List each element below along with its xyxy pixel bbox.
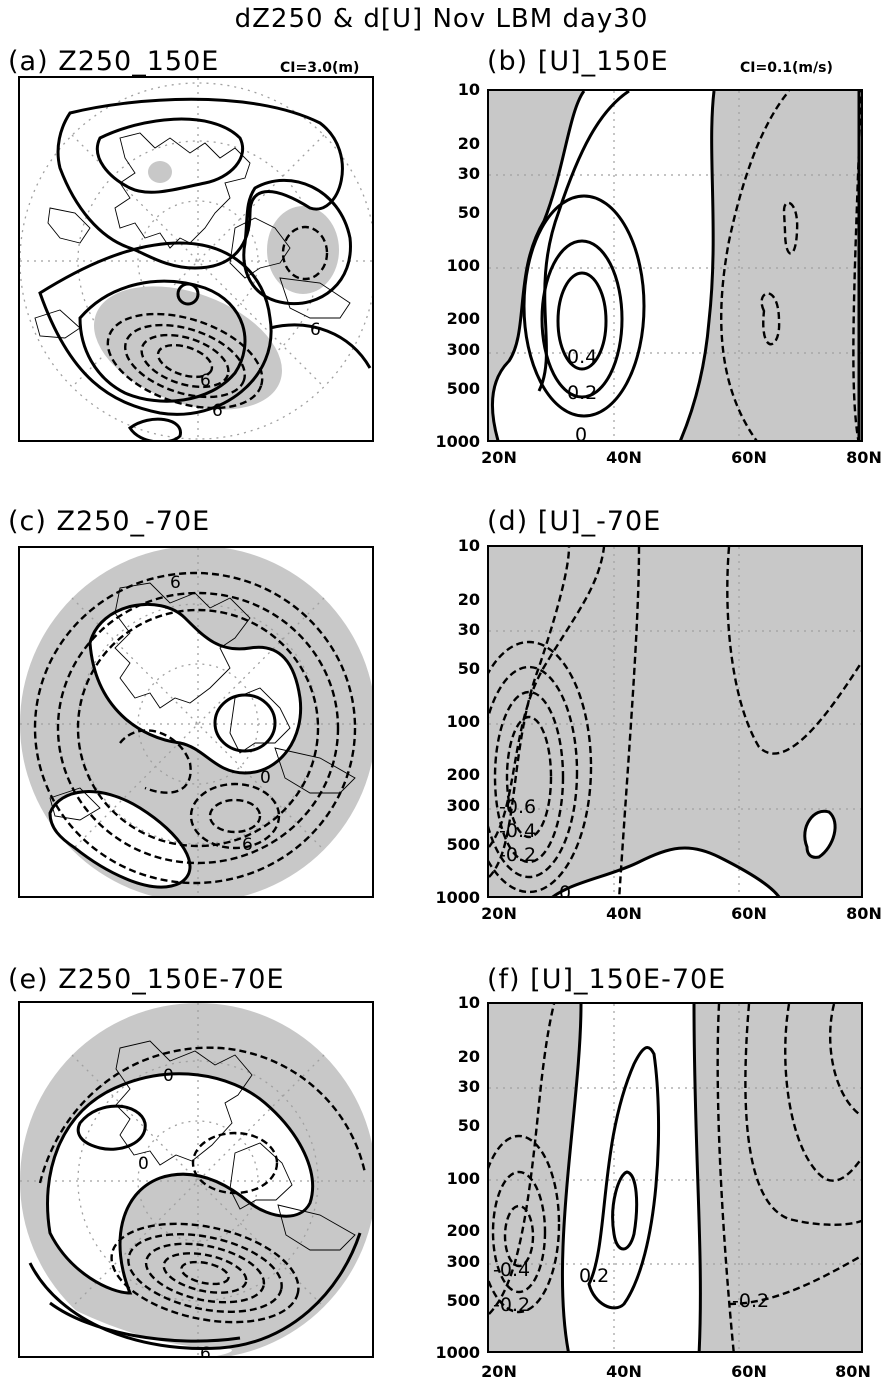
x-tick: 80N — [846, 904, 882, 923]
contour-label: 0 — [163, 1066, 174, 1086]
solid-contours — [551, 809, 837, 896]
contour-label: 0 — [575, 424, 587, 442]
y-tick: 200 — [446, 1221, 480, 1240]
contour-label: 0 — [138, 1154, 149, 1174]
contour-label: -0.6 — [499, 796, 536, 818]
x-tick: 20N — [481, 904, 517, 923]
x-tick: 20N — [481, 448, 517, 467]
y-tick: 20 — [457, 1047, 480, 1066]
panel-b-plot: 0.4 0.2 0 — [487, 89, 863, 442]
grid-lines — [489, 1004, 861, 1351]
x-tick: 60N — [731, 904, 767, 923]
figure-title: dZ250 & d[U] Nov LBM day30 — [234, 4, 649, 34]
grid-circles — [20, 1003, 372, 1356]
solid-contours — [48, 602, 303, 889]
y-tick: 1000 — [435, 888, 480, 907]
unshaded-region — [562, 1004, 701, 1351]
y-tick: 100 — [446, 712, 480, 731]
y-tick: 10 — [457, 993, 480, 1012]
contour-label: 6 — [200, 1344, 211, 1358]
y-tick: 100 — [446, 256, 480, 275]
unshaded-region — [804, 811, 836, 858]
panel-e-title: (e) Z250_150E-70E — [8, 964, 285, 995]
coastlines — [34, 132, 351, 339]
dashed-contours — [38, 1046, 367, 1324]
panel-c-title: (c) Z250_-70E — [8, 506, 211, 537]
contour-label: -0.4 — [499, 820, 536, 842]
panel-b-title: (b) [U]_150E — [487, 46, 669, 77]
contour-label: 6 — [212, 401, 223, 421]
y-tick: 1000 — [435, 1343, 480, 1362]
y-tick: 500 — [446, 835, 480, 854]
solid-contours — [28, 1072, 362, 1351]
y-tick: 500 — [446, 379, 480, 398]
contour-interval-left: CI=3.0(m) — [280, 60, 360, 76]
grid-lines — [489, 547, 861, 896]
y-tick: 10 — [457, 536, 480, 555]
panel-d-title: (d) [U]_-70E — [487, 506, 662, 537]
y-tick: 50 — [457, 203, 480, 222]
y-tick: 1000 — [435, 432, 480, 451]
y-tick: 200 — [446, 765, 480, 784]
dashed-contours — [720, 91, 861, 440]
y-tick: 200 — [446, 309, 480, 328]
panel-d-plot: -0.6 -0.4 -0.2 0 — [487, 545, 863, 898]
contour-label: 0.4 — [567, 346, 597, 368]
contour-label: -0.2 — [493, 1294, 530, 1316]
panel-a-map: 6 6 6 — [18, 76, 374, 442]
solid-contours — [560, 1004, 702, 1351]
y-tick: 30 — [457, 620, 480, 639]
y-tick: 300 — [446, 1252, 480, 1271]
dashed-contours — [489, 1004, 861, 1351]
y-tick: 20 — [457, 134, 480, 153]
dashed-contours — [33, 571, 357, 885]
x-tick: 20N — [481, 1362, 517, 1381]
coastlines — [49, 582, 356, 821]
coastlines — [115, 1040, 356, 1251]
contour-label: 0 — [260, 768, 271, 788]
x-tick: 40N — [606, 1362, 642, 1381]
panel-a-title: (a) Z250_150E — [8, 46, 220, 77]
y-tick: 10 — [457, 80, 480, 99]
y-tick: 20 — [457, 590, 480, 609]
x-tick: 80N — [846, 448, 882, 467]
y-tick: 50 — [457, 1116, 480, 1135]
contour-label: -0.2 — [732, 1290, 769, 1312]
contour-label: -0.2 — [499, 844, 536, 866]
solid-contours — [38, 97, 372, 440]
panel-e-map: 0 0 6 — [18, 1001, 374, 1358]
dashed-contours — [489, 547, 861, 896]
x-tick: 60N — [731, 1362, 767, 1381]
dashed-contours — [106, 225, 329, 410]
contour-label: -0.4 — [493, 1259, 530, 1281]
panel-f-title: (f) [U]_150E-70E — [487, 964, 727, 995]
x-tick: 40N — [606, 448, 642, 467]
y-tick: 100 — [446, 1169, 480, 1188]
contour-label: 0.2 — [567, 382, 597, 404]
contour-label: 0.2 — [579, 1265, 609, 1287]
y-tick: 30 — [457, 164, 480, 183]
y-tick: 300 — [446, 796, 480, 815]
y-tick: 50 — [457, 659, 480, 678]
y-tick: 500 — [446, 1291, 480, 1310]
panel-f-plot: -0.4 -0.2 0.2 -0.2 — [487, 1002, 863, 1353]
y-tick: 300 — [446, 340, 480, 359]
x-tick: 80N — [835, 1362, 871, 1381]
contour-label: 0 — [559, 882, 571, 898]
x-tick: 60N — [731, 448, 767, 467]
grid-lines — [489, 91, 861, 440]
contour-label: 6 — [170, 573, 181, 593]
solid-contours — [490, 91, 861, 440]
x-tick: 40N — [606, 904, 642, 923]
unshaded-regions — [47, 1073, 313, 1356]
contour-label: 6 — [310, 320, 321, 340]
contour-label: 6 — [242, 835, 253, 855]
y-tick: 30 — [457, 1077, 480, 1096]
contour-label: 6 — [200, 371, 211, 391]
contour-interval-right: CI=0.1(m/s) — [740, 60, 833, 76]
panel-c-map: 6 6 0 — [18, 546, 374, 898]
